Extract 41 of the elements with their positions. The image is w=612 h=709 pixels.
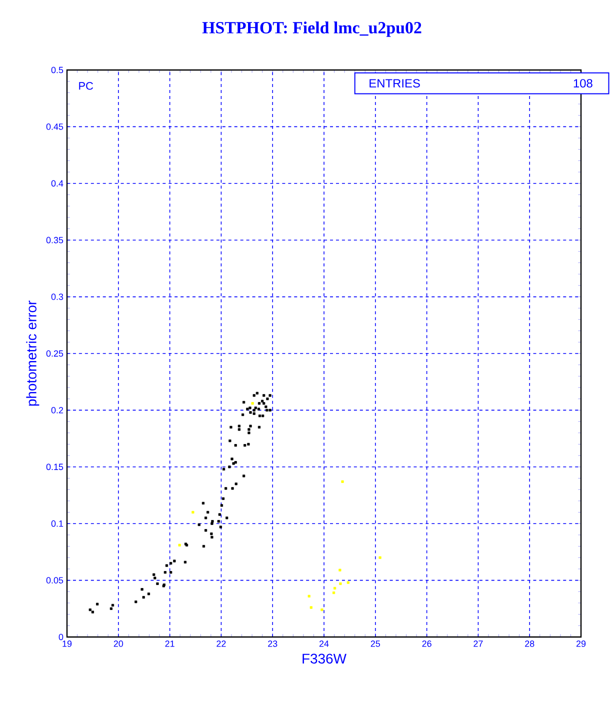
annotation: 108 (574, 79, 592, 88)
x-tick-label: 19 (62, 640, 72, 647)
y-tick-label: 0.45 (46, 124, 64, 130)
x-tick-label: 25 (370, 640, 380, 647)
x-tick-label: 28 (525, 640, 534, 647)
x-tick-label: 22 (216, 640, 226, 647)
point (320, 608, 324, 612)
y-tick-label: 0.25 (46, 350, 64, 357)
y-tick-label: 0.1 (51, 520, 64, 527)
x-tick-label: 20 (114, 640, 124, 647)
point (333, 586, 336, 590)
x-axis-title: F336W (302, 654, 346, 664)
x-tick-label: 24 (319, 640, 329, 647)
y-tick-label: 0.05 (46, 577, 64, 584)
y-tick-label: 0.35 (46, 236, 64, 244)
y-tick-label: 0.3 (51, 294, 64, 300)
x-tick-label: 21 (165, 640, 174, 647)
point (339, 582, 342, 585)
point (338, 568, 342, 572)
y-tick-label: 0.4 (51, 180, 64, 187)
x-tick-label: 29 (576, 640, 586, 647)
y-tick-label: 0.2 (51, 407, 64, 414)
chart-title: HSTPHOT: Field lmc_u2pu02 (202, 22, 422, 37)
annotation: ENTRIES (370, 79, 420, 88)
point (192, 510, 194, 514)
point (378, 556, 382, 559)
point (346, 581, 350, 584)
x-tick-label: 23 (268, 640, 278, 647)
point (332, 591, 336, 594)
point (341, 480, 344, 483)
x-tick-label: 26 (422, 640, 432, 647)
point (308, 594, 310, 598)
y-tick-label: 0 (58, 634, 64, 640)
y-tick-label: 0.5 (51, 66, 64, 74)
point (178, 544, 181, 546)
y-axis-title: photometric error (26, 300, 40, 406)
annotation: PC (79, 82, 94, 90)
x-tick-label: 27 (474, 640, 483, 647)
y-tick-label: 0.15 (46, 464, 64, 470)
point (310, 606, 312, 609)
point (251, 402, 254, 405)
